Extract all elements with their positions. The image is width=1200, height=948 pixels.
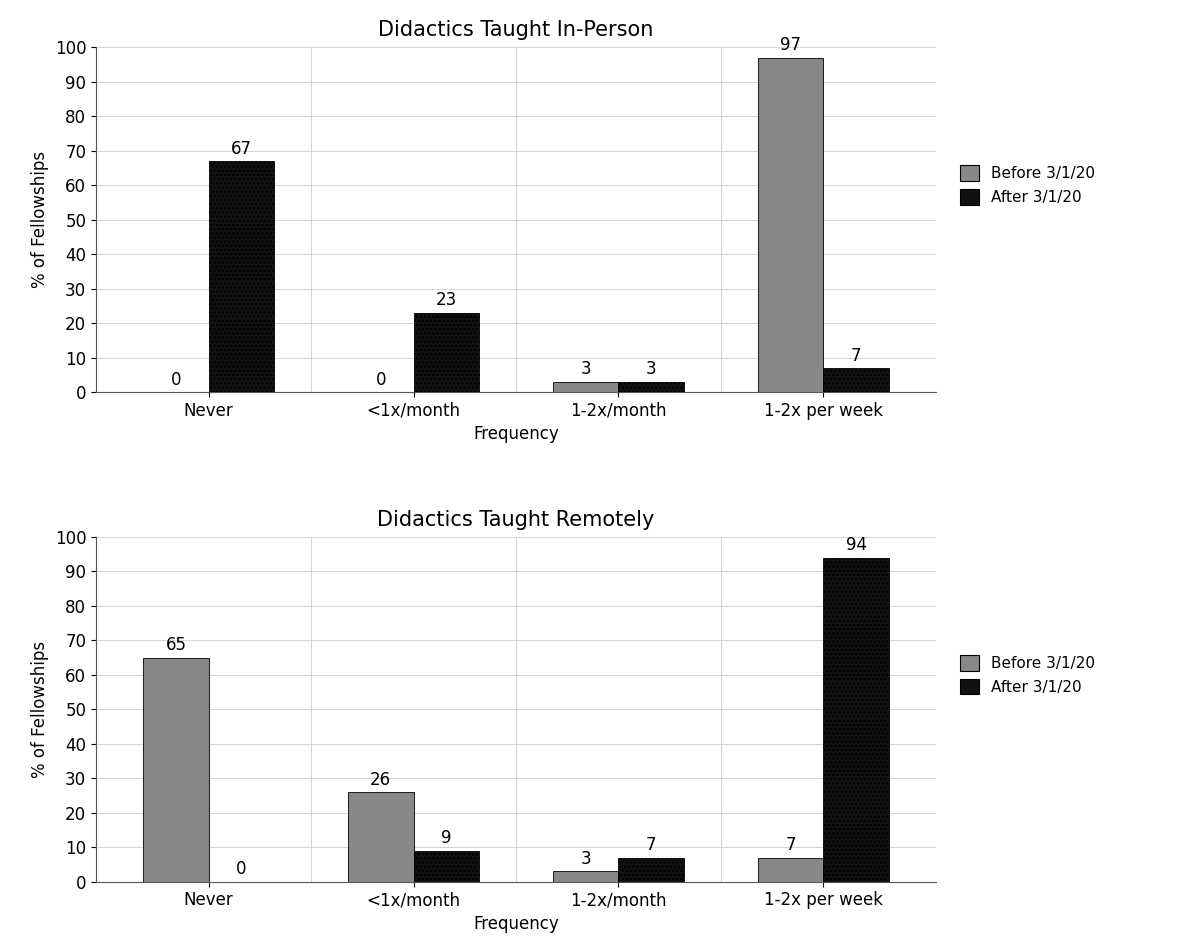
Text: 94: 94 — [846, 537, 866, 555]
Bar — [209, 161, 275, 392]
Text: 3: 3 — [581, 360, 590, 378]
Text: 0: 0 — [170, 371, 181, 389]
Text: 7: 7 — [851, 347, 862, 365]
Bar — [348, 792, 414, 882]
Text: 7: 7 — [646, 836, 656, 854]
Text: 7: 7 — [785, 836, 796, 854]
Bar — [618, 382, 684, 392]
Bar — [757, 58, 823, 392]
Text: 23: 23 — [436, 291, 457, 309]
Y-axis label: % of Fellowships: % of Fellowships — [31, 641, 49, 778]
Bar — [143, 658, 209, 882]
Text: 3: 3 — [646, 360, 656, 378]
Text: 9: 9 — [442, 830, 451, 848]
Text: 0: 0 — [376, 371, 386, 389]
X-axis label: Frequency: Frequency — [473, 426, 559, 444]
X-axis label: Frequency: Frequency — [473, 915, 559, 933]
Text: 26: 26 — [371, 771, 391, 789]
Bar — [553, 382, 618, 392]
Text: 65: 65 — [166, 636, 186, 654]
Y-axis label: % of Fellowships: % of Fellowships — [31, 151, 49, 288]
Legend: Before 3/1/20, After 3/1/20: Before 3/1/20, After 3/1/20 — [960, 166, 1094, 205]
Title: Didactics Taught In-Person: Didactics Taught In-Person — [378, 20, 654, 40]
Text: 67: 67 — [230, 139, 252, 157]
Text: 0: 0 — [236, 860, 247, 878]
Bar — [414, 850, 479, 882]
Bar — [553, 871, 618, 882]
Text: 97: 97 — [780, 36, 802, 54]
Bar — [757, 858, 823, 882]
Text: 3: 3 — [581, 849, 590, 867]
Bar — [823, 368, 889, 392]
Bar — [618, 858, 684, 882]
Legend: Before 3/1/20, After 3/1/20: Before 3/1/20, After 3/1/20 — [960, 655, 1094, 695]
Bar — [414, 313, 479, 392]
Bar — [823, 557, 889, 882]
Title: Didactics Taught Remotely: Didactics Taught Remotely — [377, 510, 655, 530]
